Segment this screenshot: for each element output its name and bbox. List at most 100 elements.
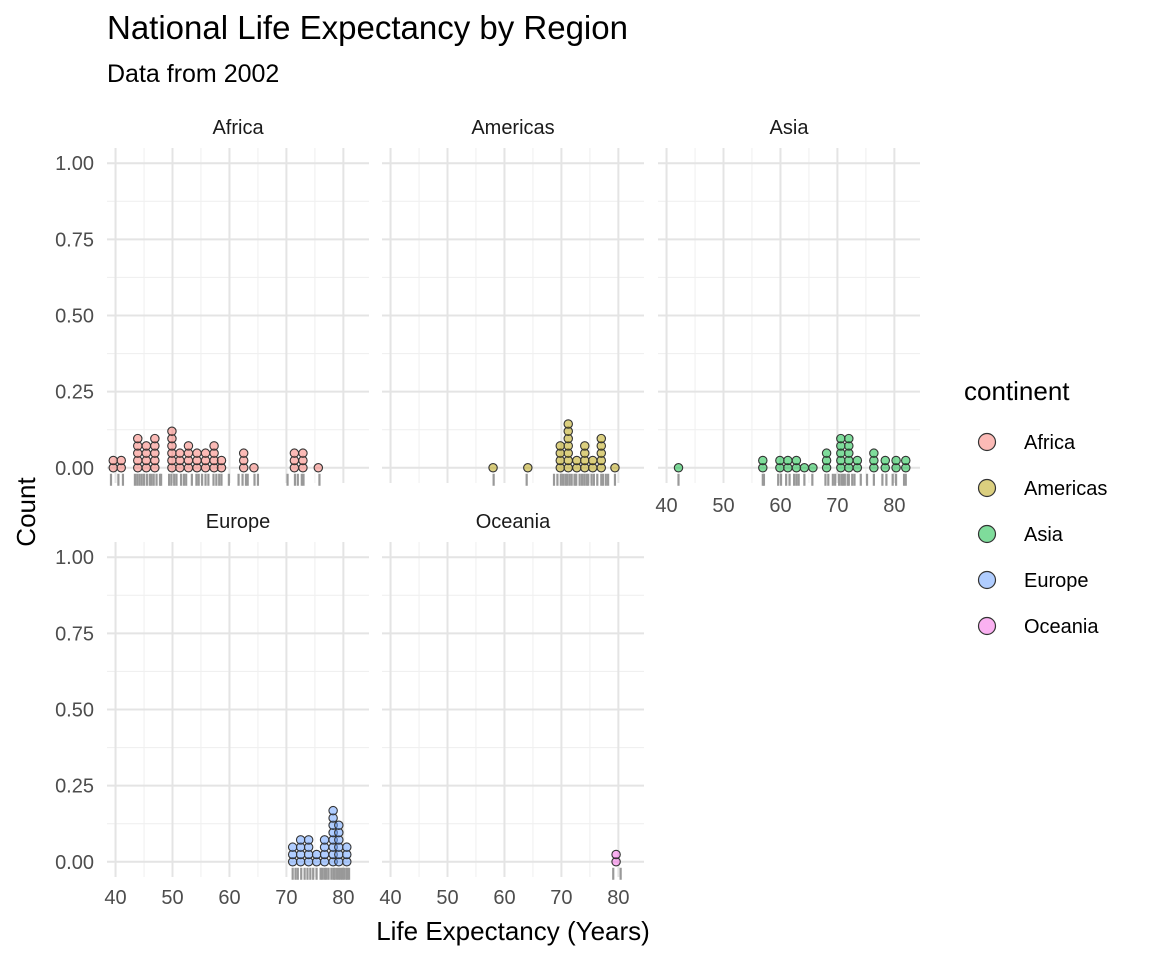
- y-tick-label: 0.25: [55, 776, 94, 798]
- y-tick-label: 1.00: [55, 153, 94, 175]
- x-tick-label: 70: [275, 887, 297, 909]
- facet-label-americas: Americas: [471, 117, 554, 139]
- data-dot: [587, 455, 598, 466]
- data-dot: [880, 455, 891, 466]
- data-dot: [488, 463, 498, 473]
- data-dot: [150, 433, 160, 444]
- x-tick-label: 70: [826, 495, 848, 517]
- data-dot: [200, 448, 211, 458]
- data-dot: [175, 448, 185, 458]
- y-axis-title: Count: [11, 477, 41, 547]
- legend-label-americas: Americas: [1024, 478, 1107, 500]
- legend-key-asia: [977, 524, 997, 544]
- facet-americas: Americas: [382, 117, 644, 486]
- x-tick-label: 40: [104, 887, 126, 909]
- x-tick-label: 50: [712, 495, 734, 517]
- facet-asia: Asia 40 50 60 70 80: [655, 117, 920, 517]
- data-dot: [836, 433, 846, 444]
- facet-label-africa: Africa: [212, 117, 264, 139]
- x-tick-label: 60: [769, 495, 791, 517]
- data-dot: [580, 441, 590, 451]
- data-dot: [799, 463, 810, 473]
- y-tick-label: 0.50: [55, 700, 94, 722]
- facet-europe: Europe 0.00 0.25 0.50 0.75 1.00 40 50 60 70 80: [55, 511, 369, 909]
- x-tick-label: 80: [607, 887, 629, 909]
- data-dot: [116, 455, 126, 466]
- y-tick-label: 0.00: [55, 852, 94, 874]
- x-tick-label: 60: [493, 887, 515, 909]
- data-dot: [192, 448, 202, 458]
- data-dot: [249, 463, 259, 473]
- data-dot: [289, 448, 300, 458]
- legend-title: continent: [964, 376, 1070, 406]
- data-dot: [758, 455, 768, 466]
- data-dot: [216, 455, 227, 466]
- y-tick-label: 0.50: [55, 306, 94, 328]
- data-dot: [821, 448, 832, 458]
- data-dot: [328, 805, 338, 816]
- data-dot: [791, 455, 802, 466]
- data-dot: [572, 455, 582, 466]
- x-tick-label: 40: [655, 495, 677, 517]
- legend-label-europe: Europe: [1024, 570, 1089, 592]
- chart-title: National Life Expectancy by Region: [107, 9, 628, 46]
- legend-label-africa: Africa: [1024, 432, 1076, 454]
- data-dot: [610, 463, 620, 473]
- data-dot: [808, 463, 818, 473]
- facet-label-oceania: Oceania: [476, 511, 551, 533]
- legend: Africa Americas Asia Europe Oceania: [977, 432, 1107, 638]
- data-dot: [141, 441, 152, 451]
- data-dot: [783, 455, 793, 466]
- x-tick-label: 50: [436, 887, 458, 909]
- legend-key-americas: [977, 478, 997, 498]
- data-dot: [901, 455, 911, 466]
- chart-subtitle: Data from 2002: [107, 60, 279, 88]
- data-dot: [775, 455, 785, 466]
- data-dot: [611, 849, 621, 860]
- x-tick-label: 80: [332, 887, 354, 909]
- data-dot: [844, 433, 854, 444]
- data-dot: [891, 455, 901, 466]
- data-dot: [342, 842, 352, 852]
- facet-label-asia: Asia: [770, 117, 810, 139]
- y-tick-label: 0.75: [55, 229, 94, 251]
- data-dot: [596, 433, 607, 444]
- data-dot: [555, 441, 566, 451]
- y-tick-label: 0.75: [55, 623, 94, 645]
- x-tick-label: 80: [883, 495, 905, 517]
- data-dot: [287, 842, 298, 852]
- legend-key-africa: [977, 432, 997, 452]
- legend-key-europe: [977, 570, 997, 590]
- data-dot: [295, 835, 306, 845]
- x-tick-label: 60: [218, 887, 240, 909]
- facet-oceania: Oceania 40 50 60 70 80: [379, 511, 644, 909]
- x-axis-title: Life Expectancy (Years): [376, 916, 650, 946]
- facet-label-europe: Europe: [206, 511, 271, 533]
- x-tick-label: 70: [550, 887, 572, 909]
- data-dot: [319, 835, 330, 845]
- data-dot: [167, 426, 177, 437]
- data-dot: [523, 463, 533, 473]
- y-tick-label: 0.00: [55, 458, 94, 480]
- data-dot: [869, 448, 879, 458]
- data-dot: [183, 441, 194, 451]
- data-dot: [108, 455, 119, 466]
- data-dot: [238, 448, 249, 458]
- data-dot: [209, 441, 219, 451]
- x-tick-label: 50: [161, 887, 183, 909]
- data-dot: [313, 463, 324, 473]
- legend-key-oceania: [977, 616, 997, 636]
- data-dot: [563, 419, 573, 429]
- data-dot: [311, 849, 322, 860]
- y-tick-label: 0.25: [55, 382, 94, 404]
- data-dot: [303, 835, 314, 845]
- data-dot: [334, 820, 344, 831]
- data-dot: [673, 463, 684, 473]
- legend-label-asia: Asia: [1024, 524, 1064, 546]
- legend-label-oceania: Oceania: [1024, 616, 1099, 638]
- data-dot: [133, 433, 143, 444]
- x-tick-label: 40: [379, 887, 401, 909]
- data-dot: [852, 455, 863, 466]
